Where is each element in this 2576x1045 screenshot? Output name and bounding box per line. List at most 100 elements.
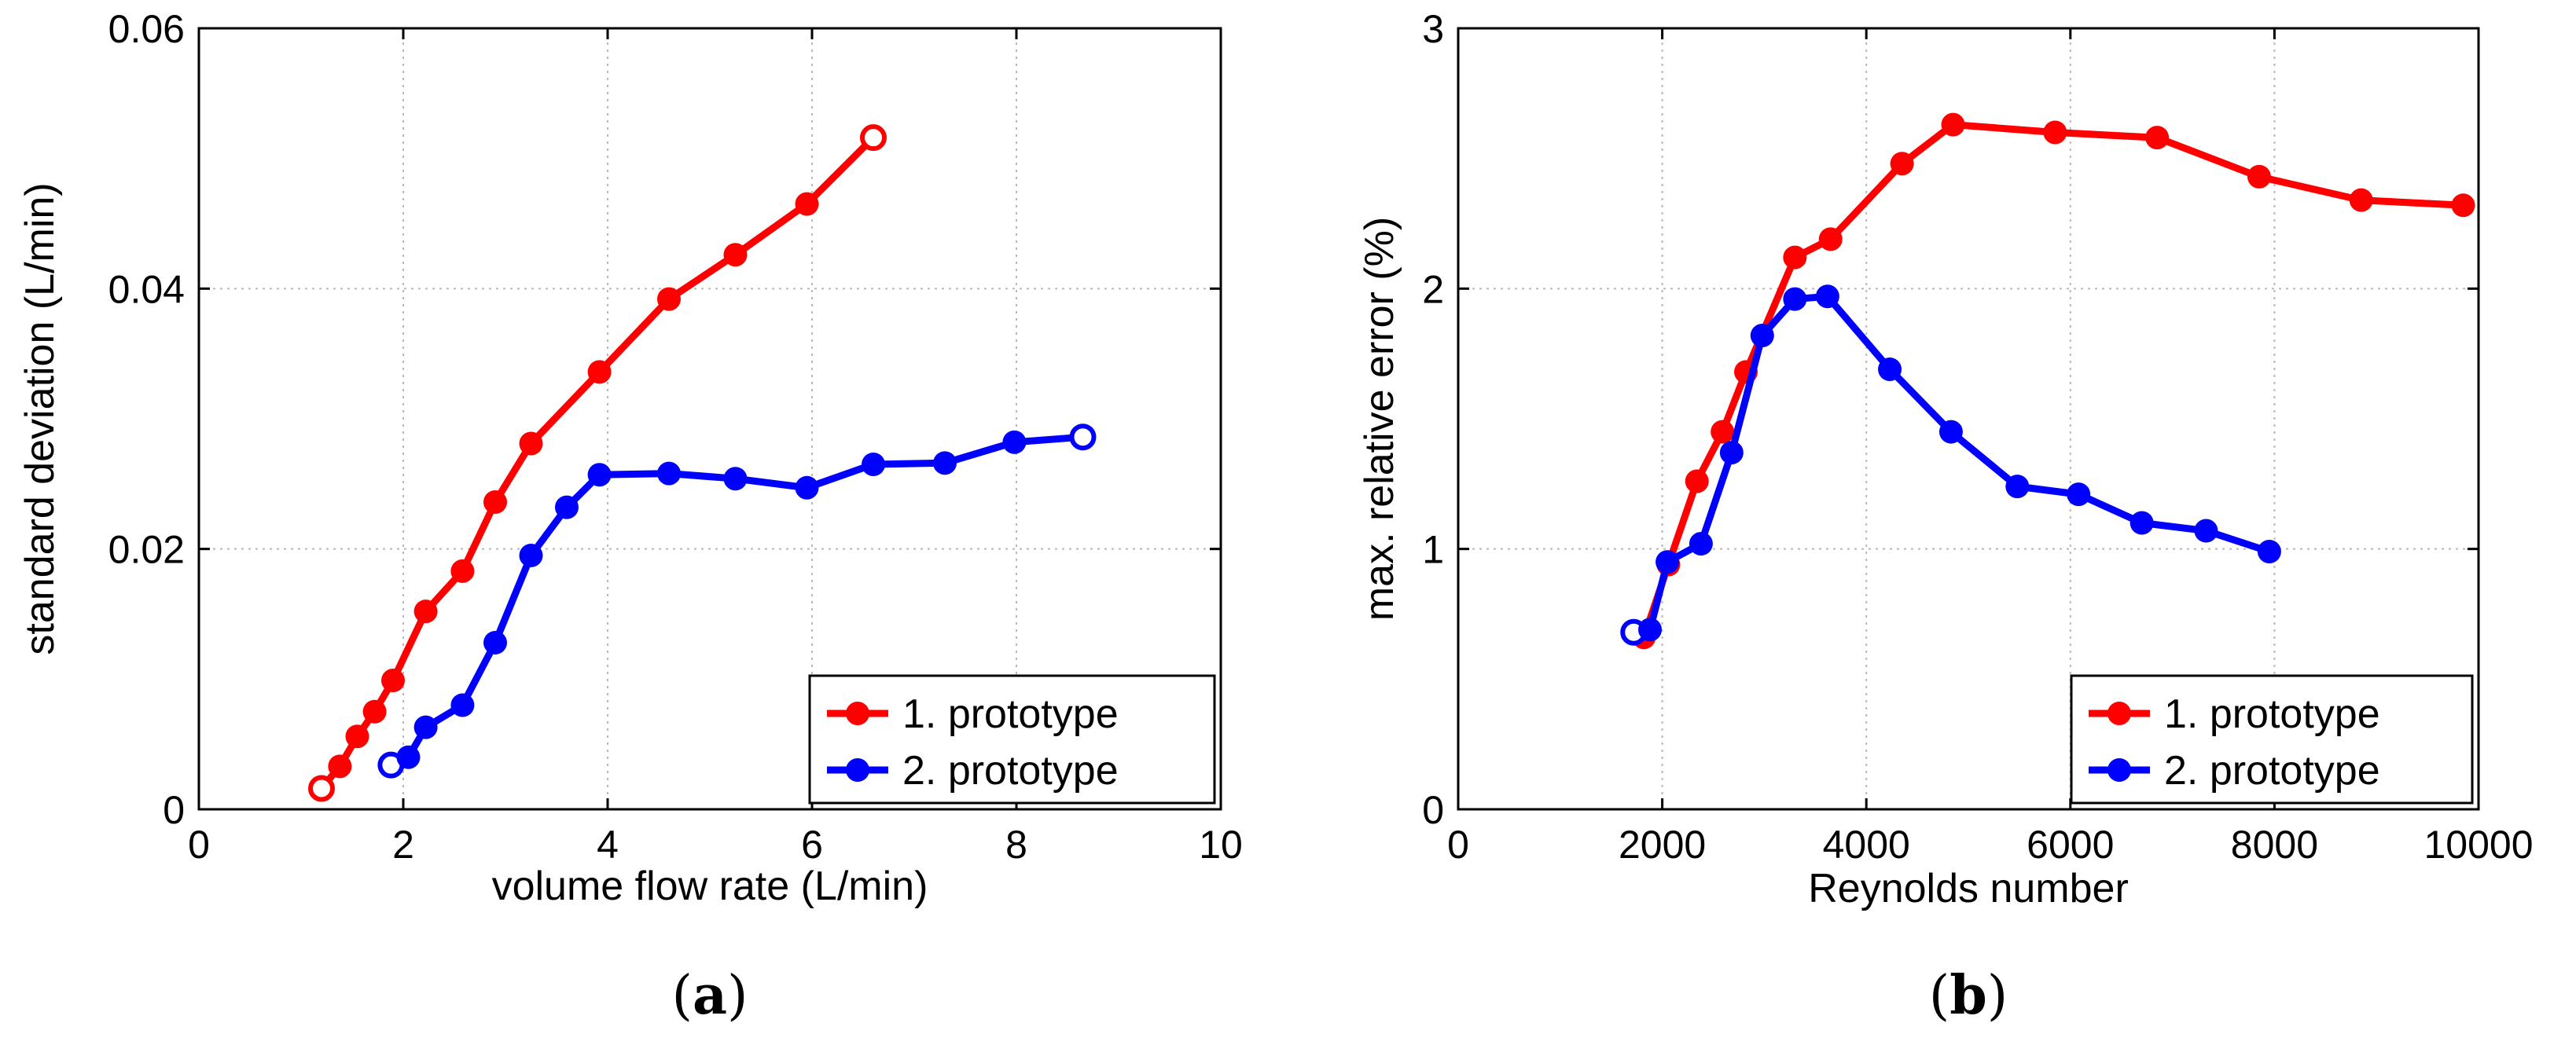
series-line-1 bbox=[318, 135, 876, 791]
x-tick-label: 4 bbox=[597, 823, 619, 867]
data-point bbox=[723, 243, 748, 267]
data-point bbox=[2067, 482, 2091, 507]
data-point bbox=[1069, 424, 1097, 451]
data-point bbox=[933, 451, 957, 475]
legend-label: 2. prototype bbox=[2164, 748, 2380, 794]
legend-label: 2. prototype bbox=[902, 748, 1119, 794]
data-point bbox=[328, 754, 352, 779]
x-tick-label: 8000 bbox=[2231, 823, 2318, 867]
data-point bbox=[2194, 519, 2218, 543]
x-tick-label: 8 bbox=[1005, 823, 1027, 867]
data-point bbox=[2130, 511, 2154, 535]
data-point bbox=[483, 490, 507, 515]
panel-label: (b) bbox=[1929, 964, 2008, 1027]
data-point bbox=[2005, 475, 2030, 499]
data-point bbox=[795, 475, 819, 500]
x-tick-label: 4000 bbox=[1823, 823, 1910, 867]
legend: 1. prototype 2. prototype bbox=[808, 674, 1216, 805]
data-point bbox=[396, 745, 421, 769]
y-tick-label: 0.02 bbox=[108, 528, 185, 572]
data-point bbox=[308, 775, 335, 802]
legend-box bbox=[808, 674, 1216, 805]
data-point bbox=[2247, 164, 2271, 189]
data-point bbox=[1655, 550, 1680, 574]
data-point bbox=[1638, 618, 1663, 642]
data-point bbox=[2349, 188, 2373, 212]
y-tick-label: 3 bbox=[1422, 7, 1444, 51]
y-tick-label: 0 bbox=[1422, 788, 1444, 832]
axes-frame bbox=[197, 27, 1222, 811]
x-tick-label: 2000 bbox=[1619, 823, 1706, 867]
panel-letter: b bbox=[1949, 964, 1987, 1027]
x-tick-label: 6000 bbox=[2027, 823, 2114, 867]
data-point bbox=[1750, 323, 1774, 347]
y-tick-label: 0 bbox=[163, 788, 185, 832]
data-point bbox=[1689, 532, 1713, 556]
y-tick-label: 2 bbox=[1422, 267, 1444, 311]
x-tick-label: 0 bbox=[1447, 823, 1469, 867]
y-tick-label: 1 bbox=[1422, 528, 1444, 572]
data-point bbox=[1711, 420, 1735, 444]
legend-marker bbox=[2107, 702, 2131, 725]
axes-frame bbox=[1457, 27, 2480, 811]
legend-marker bbox=[846, 702, 869, 725]
data-point bbox=[413, 715, 438, 739]
data-point bbox=[519, 431, 543, 456]
chart-panel-b: 0 2000 4000 6000 8000 10000 0 1 2 3 Reynolds numbe… bbox=[1357, 7, 2534, 1027]
y-tick-label: 0.06 bbox=[108, 7, 185, 51]
data-point bbox=[555, 495, 579, 519]
data-point bbox=[657, 287, 681, 311]
y-axis-label: max. relative error (%) bbox=[1357, 217, 1402, 621]
data-point bbox=[2257, 539, 2281, 563]
data-point bbox=[2145, 126, 2170, 150]
data-point bbox=[1938, 420, 1963, 444]
y-axis-label: standard deviation (L/min) bbox=[17, 182, 63, 654]
data-point bbox=[1685, 469, 1709, 493]
series-line-2 bbox=[1633, 292, 2271, 636]
data-point bbox=[483, 630, 507, 654]
legend-marker bbox=[2107, 758, 2131, 782]
data-point bbox=[723, 467, 748, 491]
chart-panel-a: 0 2 4 6 8 10 0 0.02 0.04 0.06 volume flow rate (L/… bbox=[17, 7, 1243, 1027]
panel-letter: a bbox=[693, 964, 727, 1027]
data-point bbox=[1815, 284, 1839, 309]
data-point bbox=[862, 452, 885, 476]
data-point bbox=[1719, 441, 1744, 465]
data-point bbox=[381, 668, 405, 692]
legend: 1. prototype 2. prototype bbox=[2070, 674, 2474, 805]
data-point bbox=[657, 461, 681, 486]
x-tick-label: 2 bbox=[392, 823, 414, 867]
data-point bbox=[860, 124, 887, 152]
data-point bbox=[362, 699, 387, 724]
data-point bbox=[1783, 245, 1807, 270]
legend-marker bbox=[846, 758, 869, 782]
data-point bbox=[2043, 120, 2067, 145]
data-point bbox=[413, 600, 438, 624]
data-point bbox=[1890, 152, 1914, 176]
x-axis-label: volume flow rate (L/min) bbox=[492, 864, 928, 909]
x-tick-label: 10000 bbox=[2423, 823, 2533, 867]
panel-label: (a) bbox=[671, 964, 748, 1027]
series-line-1 bbox=[1640, 121, 2464, 639]
data-point bbox=[450, 693, 475, 717]
x-axis-label: Reynolds number bbox=[1808, 866, 2129, 911]
x-tick-label: 10 bbox=[1199, 823, 1243, 867]
data-point bbox=[587, 360, 612, 384]
data-point bbox=[795, 192, 819, 216]
data-point bbox=[1878, 358, 1902, 382]
x-tick-label: 6 bbox=[801, 823, 823, 867]
data-point bbox=[1783, 287, 1807, 311]
data-point bbox=[1002, 430, 1027, 454]
data-point bbox=[587, 463, 612, 487]
legend-label: 1. prototype bbox=[2164, 691, 2380, 737]
y-tick-label: 0.04 bbox=[108, 267, 185, 311]
data-point bbox=[1941, 112, 1965, 137]
data-point bbox=[2451, 193, 2475, 218]
data-point bbox=[450, 559, 475, 583]
legend-box bbox=[2070, 674, 2474, 805]
legend-label: 1. prototype bbox=[902, 691, 1119, 737]
data-point bbox=[345, 724, 369, 749]
x-tick-label: 0 bbox=[188, 823, 210, 867]
data-point bbox=[1818, 227, 1843, 251]
